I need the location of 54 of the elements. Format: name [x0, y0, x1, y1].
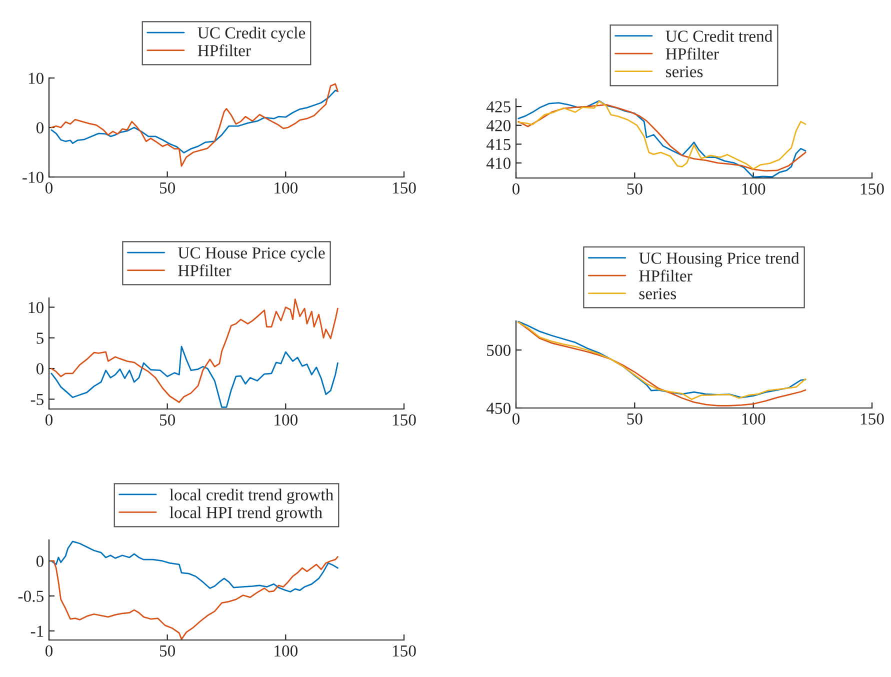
x-tick-label: 0 — [45, 182, 53, 194]
x-tick-label: 50 — [160, 414, 176, 426]
x-tick-label: 100 — [274, 414, 298, 426]
y-tick-label: 0 — [36, 363, 44, 374]
y-tick-label: 420 — [486, 120, 511, 132]
x-tick-label: 100 — [274, 645, 298, 657]
y-tick-label: 500 — [487, 344, 511, 356]
x-tick-label: 0 — [45, 645, 53, 657]
legend-label: UC Housing Price trend — [639, 252, 800, 268]
y-tick-label: 0 — [36, 556, 44, 567]
y-tick-label: -0.5 — [18, 590, 44, 602]
line-series — [50, 556, 338, 640]
legend-label: HPfilter — [639, 270, 692, 282]
x-tick-label: 150 — [860, 413, 884, 425]
x-tick-label: 150 — [392, 182, 416, 194]
y-tick-label: 10 — [28, 72, 44, 84]
legend-label: UC Credit cycle — [198, 26, 306, 42]
legend-label: UC House Price cycle — [178, 246, 325, 262]
legend-label: HPfilter — [198, 44, 251, 56]
y-tick-label: 415 — [486, 138, 510, 150]
x-tick-label: 150 — [860, 183, 884, 195]
x-tick-label: 50 — [160, 645, 176, 657]
line-series — [50, 83, 338, 167]
x-tick-label: 150 — [392, 414, 416, 426]
y-tick-label: 10 — [28, 302, 44, 314]
legend-label: series — [639, 288, 676, 300]
x-tick-label: 50 — [160, 182, 176, 194]
x-tick-label: 100 — [742, 413, 766, 425]
legend-label: series — [666, 66, 703, 78]
y-tick-label: 410 — [486, 158, 511, 169]
y-tick-label: 425 — [486, 101, 510, 112]
legend-label: local credit trend growth — [170, 488, 334, 504]
y-tick-label: -10 — [22, 172, 44, 183]
y-tick-label: 5 — [36, 332, 44, 344]
x-tick-label: 0 — [512, 183, 520, 195]
x-tick-label: 0 — [45, 414, 53, 426]
y-tick-label: 0 — [36, 122, 44, 134]
x-tick-label: 0 — [512, 413, 520, 425]
line-series — [50, 346, 338, 408]
legend-label: UC Credit trend — [666, 30, 772, 42]
line-series — [50, 298, 338, 403]
legend-label: local HPI trend growth — [170, 506, 322, 522]
legend-label: HPfilter — [178, 264, 232, 276]
y-tick-label: 450 — [486, 402, 511, 414]
legend-label: HPfilter — [666, 48, 719, 60]
x-tick-label: 50 — [627, 413, 642, 425]
x-tick-label: 100 — [742, 183, 766, 195]
line-series — [50, 90, 338, 154]
x-tick-label: 50 — [627, 183, 642, 195]
x-tick-label: 150 — [392, 645, 416, 657]
line-series — [50, 540, 338, 592]
x-tick-label: 100 — [274, 182, 298, 194]
y-tick-label: -1 — [30, 626, 44, 637]
y-tick-label: -5 — [30, 394, 44, 406]
